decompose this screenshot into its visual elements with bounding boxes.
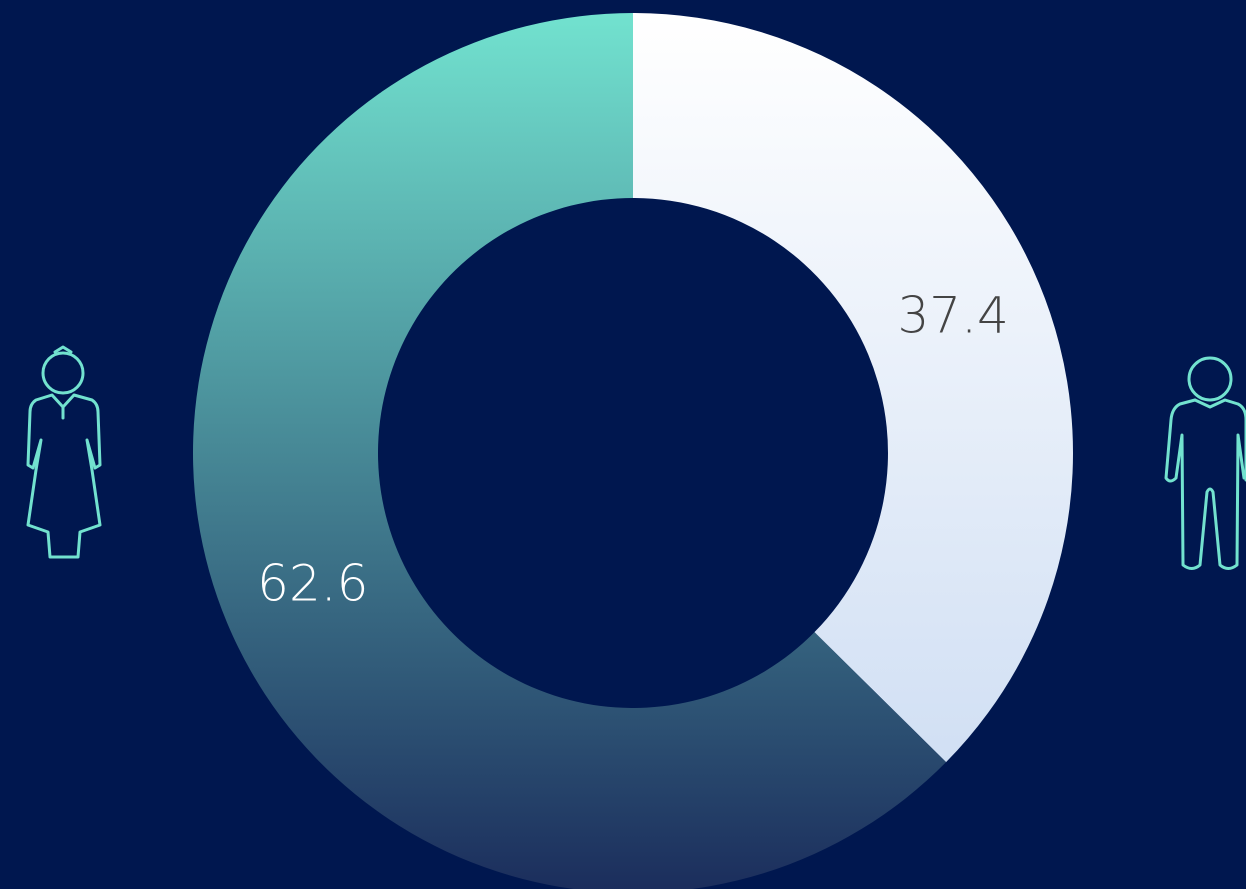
data-label: 37.4 — [898, 287, 1009, 345]
donut-segment — [633, 13, 1073, 763]
female-icon — [26, 345, 102, 559]
male-icon — [1164, 356, 1246, 570]
data-label: 62.6 — [257, 554, 368, 612]
donut-segment — [193, 13, 947, 889]
